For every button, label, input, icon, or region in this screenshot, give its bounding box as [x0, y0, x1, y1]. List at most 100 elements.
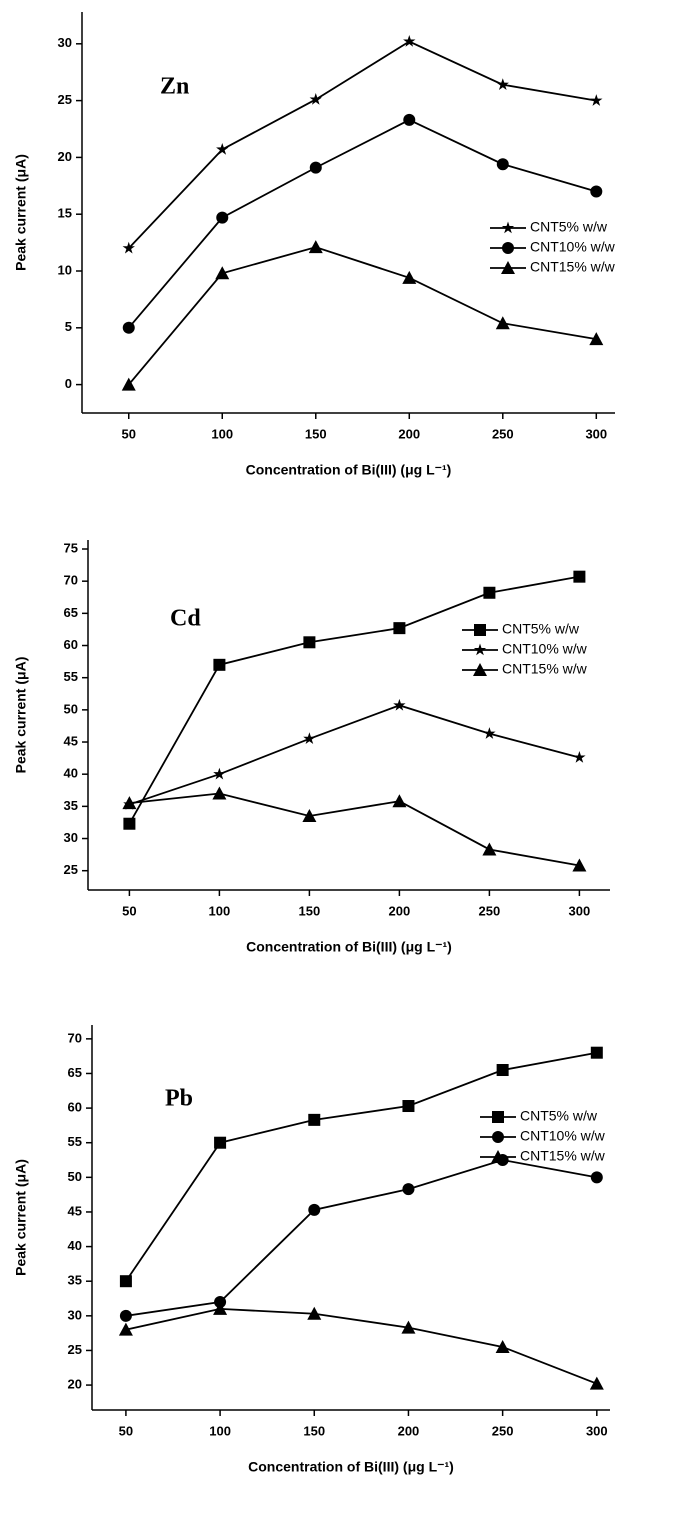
data-point	[303, 732, 316, 745]
legend-label: CNT15% w/w	[530, 259, 616, 275]
y-tick-label: 25	[64, 862, 78, 877]
data-point	[123, 817, 136, 830]
series-line	[128, 246, 597, 386]
y-tick-label: 35	[64, 798, 78, 813]
x-tick-label: 150	[299, 903, 321, 918]
data-point	[483, 727, 496, 739]
y-tick-label: 10	[58, 262, 72, 277]
data-point	[118, 1322, 133, 1336]
legend-marker	[491, 1150, 505, 1163]
data-point	[119, 1309, 132, 1322]
series-line	[128, 40, 597, 249]
y-axis-label: Peak current (μA)	[13, 1159, 29, 1276]
annotation: Zn	[160, 74, 189, 100]
data-point	[482, 842, 497, 856]
data-point	[122, 321, 135, 334]
data-point	[496, 78, 509, 90]
data-point	[496, 1064, 509, 1077]
x-tick-label: 250	[492, 1423, 514, 1438]
annotation: Cd	[170, 606, 201, 632]
data-point	[216, 211, 229, 224]
data-point	[402, 1183, 415, 1196]
x-tick-label: 250	[479, 903, 501, 918]
data-point	[122, 241, 135, 254]
data-point	[589, 332, 604, 346]
y-tick-label: 55	[68, 1134, 82, 1149]
y-tick-label: 65	[68, 1065, 82, 1080]
data-point	[589, 1376, 604, 1390]
y-tick-label: 30	[68, 1307, 82, 1322]
x-tick-label: 100	[209, 903, 231, 918]
data-point	[402, 1100, 415, 1113]
series-line	[129, 792, 580, 867]
series-line	[125, 1051, 597, 1282]
data-point	[213, 767, 226, 780]
legend-marker	[501, 261, 515, 274]
data-point	[308, 1203, 321, 1216]
series-line	[129, 704, 580, 806]
x-tick-label: 200	[398, 1423, 420, 1438]
data-point	[393, 622, 406, 635]
data-point	[392, 794, 407, 808]
x-tick-label: 250	[492, 426, 514, 441]
legend-label: CNT10% w/w	[502, 641, 588, 657]
y-tick-label: 50	[68, 1169, 82, 1184]
x-tick-label: 300	[586, 1423, 608, 1438]
data-point	[590, 185, 603, 198]
y-tick-label: 40	[68, 1238, 82, 1253]
series-line	[125, 1159, 597, 1317]
data-point	[119, 1275, 132, 1288]
data-point	[212, 786, 227, 800]
legend-marker	[492, 1131, 504, 1143]
x-axis-label: Concentration of Bi(III) (μg L⁻¹)	[248, 1459, 454, 1475]
data-point	[402, 270, 417, 284]
data-point	[122, 796, 137, 810]
legend-label: CNT5% w/w	[530, 219, 608, 235]
y-tick-label: 65	[64, 605, 78, 620]
legend-marker	[492, 1111, 504, 1123]
data-point	[308, 240, 323, 254]
data-point	[403, 113, 416, 126]
y-tick-label: 25	[58, 92, 72, 107]
data-point	[401, 1320, 416, 1334]
y-tick-label: 30	[64, 830, 78, 845]
data-point	[573, 570, 586, 583]
y-tick-label: 30	[58, 35, 72, 50]
y-tick-label: 20	[58, 149, 72, 164]
data-point	[216, 142, 229, 155]
x-tick-label: 50	[119, 1423, 133, 1438]
data-point	[308, 1113, 321, 1126]
x-tick-label: 50	[122, 903, 136, 918]
y-tick-label: 35	[68, 1273, 82, 1288]
legend-marker	[474, 624, 486, 636]
data-point	[214, 1136, 227, 1149]
legend-marker	[501, 221, 515, 234]
x-tick-label: 100	[211, 426, 233, 441]
data-point	[590, 94, 603, 106]
y-axis-label: Peak current (μA)	[13, 154, 29, 271]
data-point	[309, 92, 322, 105]
data-point	[309, 161, 322, 174]
legend-marker	[502, 242, 514, 254]
data-point	[307, 1306, 322, 1320]
y-tick-label: 0	[65, 376, 72, 391]
data-point	[590, 1046, 603, 1059]
data-point	[303, 636, 316, 649]
legend-label: CNT10% w/w	[530, 239, 616, 255]
x-tick-label: 300	[585, 426, 607, 441]
x-tick-label: 300	[569, 903, 591, 918]
x-axis-label: Concentration of Bi(III) (μg L⁻¹)	[246, 462, 452, 478]
data-point	[572, 858, 587, 872]
y-tick-label: 75	[64, 540, 78, 555]
data-point	[495, 1339, 510, 1353]
y-tick-label: 40	[64, 766, 78, 781]
legend-label: CNT15% w/w	[502, 661, 588, 677]
x-tick-label: 50	[122, 426, 136, 441]
series-line	[128, 575, 580, 825]
data-point	[215, 266, 230, 280]
data-point	[393, 698, 406, 711]
y-tick-label: 60	[68, 1100, 82, 1115]
data-point	[302, 809, 317, 823]
series-line	[125, 1307, 598, 1385]
